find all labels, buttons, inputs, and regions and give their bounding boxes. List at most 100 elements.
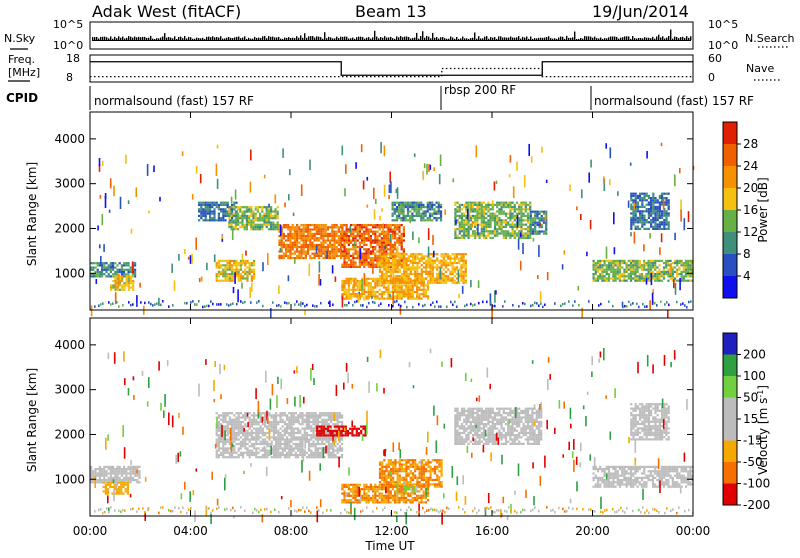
heatmap-cell xyxy=(494,221,496,223)
heatmap-cell xyxy=(534,215,536,217)
heatmap-cell xyxy=(132,276,134,278)
heatmap-cell xyxy=(284,421,286,423)
heatmap-cell xyxy=(388,271,390,273)
heatmap-cell xyxy=(108,273,110,275)
heatmap-cell xyxy=(396,291,398,293)
heatmap-cell xyxy=(346,250,348,252)
nsky-bar xyxy=(680,37,681,40)
heatmap-cell xyxy=(400,208,402,210)
heatmap-cell xyxy=(416,295,418,297)
heatmap-cell xyxy=(277,432,279,434)
heatmap-cell xyxy=(457,206,459,208)
heatmap-cell xyxy=(363,253,365,255)
heatmap-cell xyxy=(268,224,270,226)
heatmap-cell xyxy=(374,209,376,219)
heatmap-cell xyxy=(233,432,235,434)
heatmap-cell xyxy=(380,303,382,306)
heatmap-cell xyxy=(253,262,255,264)
heatmap-cell xyxy=(481,232,483,234)
nsky-bar xyxy=(308,36,309,40)
heatmap-cell xyxy=(259,206,261,208)
heatmap-cell xyxy=(200,202,202,204)
heatmap-cell xyxy=(407,215,409,217)
heatmap-cell xyxy=(115,278,117,280)
heatmap-cell xyxy=(380,142,382,153)
heatmap-cell xyxy=(248,217,250,219)
heatmap-cell xyxy=(123,470,125,472)
heatmap-cell xyxy=(110,466,112,468)
heatmap-cell xyxy=(363,242,365,244)
heatmap-cell xyxy=(100,195,102,199)
heatmap-cell xyxy=(403,202,405,204)
heatmap-cell xyxy=(394,255,396,257)
heatmap-cell xyxy=(472,230,474,232)
heatmap-cell xyxy=(405,260,407,262)
heatmap-cell xyxy=(296,242,298,244)
heatmap-cell xyxy=(632,199,634,201)
heatmap-cell xyxy=(298,228,300,230)
heatmap-cell xyxy=(240,421,242,423)
heatmap-cell xyxy=(447,262,449,264)
heatmap-cell xyxy=(303,224,305,226)
nsky-bar xyxy=(544,38,545,40)
heatmap-cell xyxy=(262,412,264,414)
heatmap-cell xyxy=(599,266,601,268)
heatmap-cell xyxy=(536,213,538,215)
heatmap-cell xyxy=(536,217,538,219)
heatmap-cell xyxy=(294,228,296,230)
nsky-bar xyxy=(460,38,461,40)
heatmap-cell xyxy=(460,255,462,257)
heatmap-cell xyxy=(392,215,394,217)
heatmap-cell xyxy=(230,215,232,217)
heatmap-cell xyxy=(231,269,233,271)
heatmap-cell xyxy=(665,193,667,195)
heatmap-cell xyxy=(346,264,348,266)
heatmap-cell xyxy=(438,202,440,204)
heatmap-cell xyxy=(240,452,242,454)
heatmap-cell xyxy=(108,466,110,468)
nsky-bar xyxy=(186,38,187,40)
heatmap-cell xyxy=(385,250,387,252)
heatmap-cell xyxy=(646,151,648,159)
heatmap-cell xyxy=(246,450,248,452)
heatmap-cell xyxy=(346,295,348,297)
heatmap-cell xyxy=(668,228,670,230)
heatmap-cell xyxy=(322,237,324,239)
heatmap-cell xyxy=(403,269,405,271)
heatmap-cell xyxy=(486,301,488,304)
heatmap-cell xyxy=(520,230,522,232)
heatmap-cell xyxy=(503,219,505,221)
heatmap-cell xyxy=(218,436,220,438)
heatmap-cell xyxy=(244,432,246,434)
nsky-bar xyxy=(432,33,433,40)
heatmap-cell xyxy=(405,264,407,266)
heatmap-cell xyxy=(376,244,378,246)
heatmap-cell xyxy=(244,425,246,427)
heatmap-cell xyxy=(652,193,654,195)
heatmap-cell xyxy=(545,214,547,222)
heatmap-cell xyxy=(623,277,625,279)
heatmap-cell xyxy=(372,278,374,280)
heatmap-cell xyxy=(530,219,532,221)
heatmap-cell xyxy=(436,219,438,221)
heatmap-cell xyxy=(374,257,376,259)
heatmap-cell xyxy=(418,215,420,217)
heatmap-cell xyxy=(494,204,496,206)
heatmap-cell xyxy=(346,224,348,226)
heatmap-cell xyxy=(288,275,290,281)
heatmap-cell xyxy=(112,280,114,282)
heatmap-cell xyxy=(97,269,99,271)
heatmap-cell xyxy=(423,266,425,268)
heatmap-cell xyxy=(220,454,222,456)
heatmap-cell xyxy=(520,221,522,223)
heatmap-cell xyxy=(130,477,132,479)
heatmap-cell xyxy=(227,428,229,430)
heatmap-cell xyxy=(218,421,220,423)
heatmap-cell xyxy=(350,266,352,268)
heatmap-cell xyxy=(130,269,132,271)
heatmap-cell xyxy=(275,428,277,430)
heatmap-cell xyxy=(476,215,478,217)
heatmap-cell xyxy=(407,202,409,204)
heatmap-cell xyxy=(249,441,251,443)
heatmap-cell xyxy=(374,231,376,233)
